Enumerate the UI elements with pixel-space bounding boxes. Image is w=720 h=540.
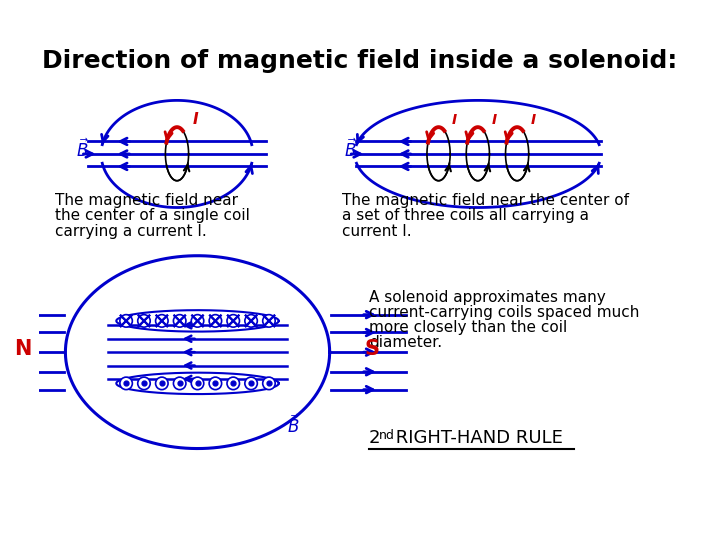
Text: S: S	[365, 339, 380, 359]
Circle shape	[138, 377, 150, 390]
Text: current-carrying coils spaced much: current-carrying coils spaced much	[369, 305, 639, 320]
Circle shape	[227, 315, 240, 327]
Text: I: I	[531, 113, 536, 127]
Circle shape	[156, 377, 168, 390]
Text: $\vec{B}$: $\vec{B}$	[287, 415, 300, 437]
Text: The magnetic field near: The magnetic field near	[55, 193, 238, 208]
Circle shape	[209, 315, 222, 327]
Text: carrying a current I.: carrying a current I.	[55, 224, 207, 239]
Text: N: N	[14, 339, 31, 359]
Circle shape	[174, 377, 186, 390]
Circle shape	[263, 315, 275, 327]
Circle shape	[227, 377, 240, 390]
Circle shape	[192, 315, 204, 327]
Text: current I.: current I.	[342, 224, 412, 239]
Text: diameter.: diameter.	[369, 335, 442, 350]
Circle shape	[120, 315, 132, 327]
Circle shape	[209, 377, 222, 390]
Text: more closely than the coil: more closely than the coil	[369, 320, 567, 335]
Text: 2: 2	[369, 429, 380, 447]
Circle shape	[263, 377, 275, 390]
Circle shape	[138, 315, 150, 327]
Circle shape	[156, 315, 168, 327]
Text: I: I	[491, 113, 496, 127]
Text: $\vec{B}$: $\vec{B}$	[344, 138, 357, 161]
Circle shape	[245, 377, 257, 390]
Circle shape	[192, 377, 204, 390]
Text: $\vec{B}$: $\vec{B}$	[76, 138, 89, 161]
Text: I: I	[193, 112, 199, 127]
Text: I: I	[452, 113, 457, 127]
Text: nd: nd	[379, 429, 395, 442]
Text: a set of three coils all carrying a: a set of three coils all carrying a	[342, 208, 589, 224]
Circle shape	[174, 315, 186, 327]
Text: The magnetic field near the center of: The magnetic field near the center of	[342, 193, 629, 208]
Circle shape	[120, 377, 132, 390]
Text: Direction of magnetic field inside a solenoid:: Direction of magnetic field inside a sol…	[42, 49, 678, 72]
Text: RIGHT-HAND RULE: RIGHT-HAND RULE	[390, 429, 563, 447]
Circle shape	[245, 315, 257, 327]
Text: A solenoid approximates many: A solenoid approximates many	[369, 289, 606, 305]
Text: the center of a single coil: the center of a single coil	[55, 208, 250, 224]
